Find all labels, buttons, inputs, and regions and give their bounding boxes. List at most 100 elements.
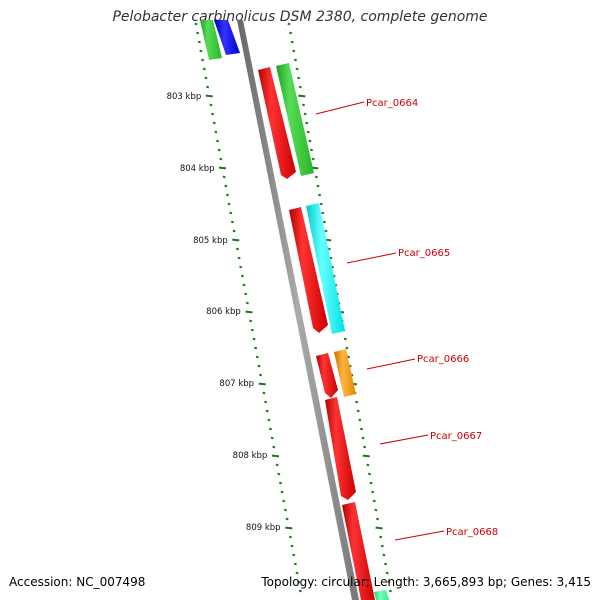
ruler-tick <box>264 400 268 404</box>
ruler-tick <box>292 49 296 53</box>
ruler-tick <box>196 31 200 35</box>
ruler-tick <box>322 220 326 224</box>
ruler-tick <box>205 94 213 98</box>
ruler-tick <box>316 184 320 188</box>
ruler-tick <box>287 22 291 26</box>
ruler-tick <box>295 571 299 575</box>
ruler-tick <box>303 112 307 116</box>
ruler-tick <box>272 445 276 449</box>
gene-pcar-0667[interactable] <box>325 397 356 500</box>
cds-arrow[interactable] <box>289 207 328 333</box>
gene-label-pcar-0665[interactable]: Pcar_0665 <box>398 248 450 259</box>
ruler-tick <box>358 418 362 422</box>
gene-fragment-top <box>200 20 240 60</box>
ruler-tick <box>298 85 302 89</box>
ruler-tick <box>217 148 221 152</box>
gene-pcar-0666[interactable] <box>316 349 356 398</box>
ruler-tick <box>327 247 331 251</box>
leader-line <box>379 434 429 445</box>
ruler-tick <box>285 517 289 521</box>
ruler-tick <box>293 562 297 566</box>
ruler-tick <box>282 499 286 503</box>
ruler-tick <box>372 499 376 503</box>
ruler-tick <box>265 409 269 413</box>
genome-summary-text: Topology: circular; Length: 3,665,893 bp… <box>261 575 591 589</box>
ruler-tick <box>305 121 309 125</box>
ruler-tick <box>214 130 218 134</box>
ruler-tick <box>308 139 312 143</box>
gene-pcar-0668[interactable] <box>342 502 389 600</box>
ruler-tick <box>229 211 233 215</box>
ruler-tick <box>289 31 293 35</box>
gene-leader-lines <box>315 101 445 541</box>
ruler-tick <box>359 427 363 431</box>
cog-block-blue-top <box>214 20 240 55</box>
ruler-label: 803 kbp <box>167 92 202 102</box>
gene-pcar-0664[interactable] <box>258 63 314 179</box>
ruler-tick <box>297 580 301 584</box>
cog-block <box>306 203 345 334</box>
ruler-tick <box>374 508 378 512</box>
ruler-tick <box>232 229 236 233</box>
ruler-tick <box>363 445 367 449</box>
ruler-tick <box>290 40 294 44</box>
ruler-tick <box>361 436 365 440</box>
ruler-tick <box>271 454 280 458</box>
ruler-tick <box>222 175 226 179</box>
ruler-tick <box>237 256 241 260</box>
ruler-tick <box>215 139 220 143</box>
gene-label-pcar-0666[interactable]: Pcar_0666 <box>417 354 469 365</box>
gene-label-pcar-0667[interactable]: Pcar_0667 <box>430 431 482 442</box>
ruler-tick <box>343 337 347 341</box>
gene-pcar-0665[interactable] <box>289 203 345 334</box>
ruler-tick <box>202 67 206 71</box>
ruler-label: 805 kbp <box>193 236 228 246</box>
ruler-tick <box>309 148 314 152</box>
ruler-tick <box>318 193 322 197</box>
leader-line <box>346 252 397 264</box>
ruler-label: 804 kbp <box>180 164 215 174</box>
leader-line <box>315 101 365 115</box>
ruler-tick <box>366 463 370 467</box>
ruler-label: 807 kbp <box>219 379 254 389</box>
ruler-tick <box>219 157 223 161</box>
cds-arrow[interactable] <box>325 397 356 500</box>
ruler-label: 806 kbp <box>206 307 241 317</box>
ruler-tick <box>375 517 380 521</box>
cog-block <box>334 349 356 397</box>
ruler-tick <box>257 364 261 368</box>
cds-arrow[interactable] <box>342 502 375 600</box>
ruler-tick <box>209 103 213 107</box>
ruler-tick <box>194 22 198 26</box>
ruler-tick <box>230 220 234 224</box>
gene-label-pcar-0668[interactable]: Pcar_0668 <box>446 527 498 538</box>
ruler-tick <box>321 211 325 215</box>
ruler-tick <box>212 121 216 125</box>
leader-line <box>366 358 416 370</box>
cog-block <box>374 590 389 600</box>
ruler-tick <box>267 418 271 422</box>
ruler-tick <box>245 301 249 305</box>
ruler-tick <box>258 382 266 386</box>
ruler-tick <box>239 265 243 269</box>
ruler-tick <box>242 283 246 287</box>
ruler-tick <box>255 355 259 359</box>
ruler-tick <box>293 58 297 62</box>
accession-text: Accession: NC_007498 <box>9 575 146 589</box>
ruler-tick <box>254 346 258 350</box>
ruler-tick <box>259 373 263 377</box>
ruler-tick <box>356 409 360 413</box>
ruler-tick <box>206 85 210 89</box>
ruler-tick <box>244 292 248 296</box>
ruler-tick <box>245 310 253 314</box>
cds-arrow[interactable] <box>316 353 338 398</box>
ruler-tick <box>199 49 203 53</box>
ruler-tick <box>324 229 328 233</box>
gene-label-pcar-0664[interactable]: Pcar_0664 <box>366 98 418 109</box>
ruler-tick <box>201 58 205 62</box>
cds-arrow[interactable] <box>258 67 296 179</box>
ruler-tick <box>204 76 208 80</box>
ruler-tick <box>387 580 391 584</box>
ruler-tick <box>385 571 389 575</box>
